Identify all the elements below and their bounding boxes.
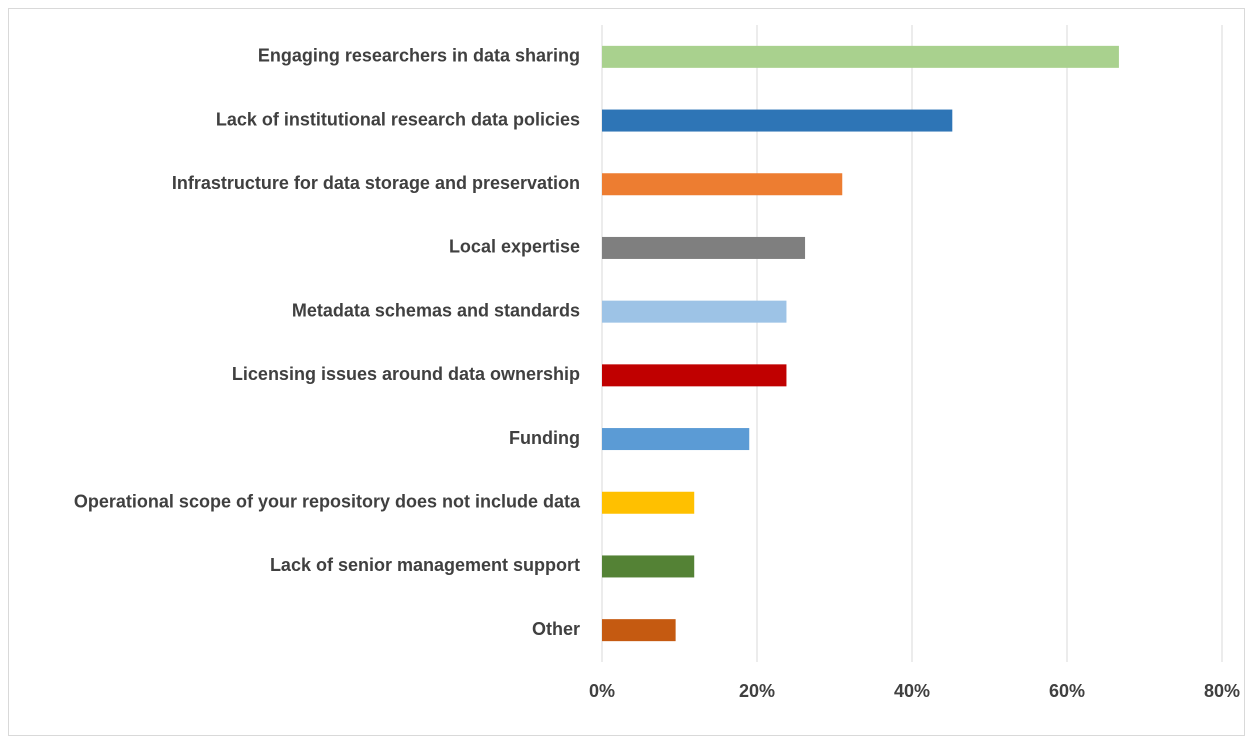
bar: [602, 45, 1119, 68]
y-tick-label: Other: [532, 619, 580, 639]
x-tick-label: 80%: [1204, 681, 1240, 701]
bar: [602, 491, 695, 514]
bar: [602, 300, 787, 323]
y-tick-label: Licensing issues around data ownership: [232, 364, 580, 384]
bar: [602, 619, 676, 642]
y-tick-label: Operational scope of your repository doe…: [74, 492, 581, 512]
y-tick-label: Lack of institutional research data poli…: [216, 109, 580, 129]
bar: [602, 364, 787, 387]
x-tick-label: 20%: [739, 681, 775, 701]
x-tick-label: 60%: [1049, 681, 1085, 701]
bar: [602, 236, 806, 259]
x-tick-label: 40%: [894, 681, 930, 701]
x-tick-label: 0%: [589, 681, 615, 701]
bar: [602, 428, 750, 451]
y-tick-label: Funding: [509, 428, 580, 448]
y-tick-label: Metadata schemas and standards: [292, 300, 580, 320]
y-tick-label: Engaging researchers in data sharing: [258, 46, 580, 66]
y-tick-label: Lack of senior management support: [270, 555, 580, 575]
y-tick-label: Local expertise: [449, 237, 580, 257]
bar: [602, 109, 953, 132]
y-tick-label: Infrastructure for data storage and pres…: [172, 173, 580, 193]
bar: [602, 555, 695, 578]
bar: [602, 173, 843, 196]
